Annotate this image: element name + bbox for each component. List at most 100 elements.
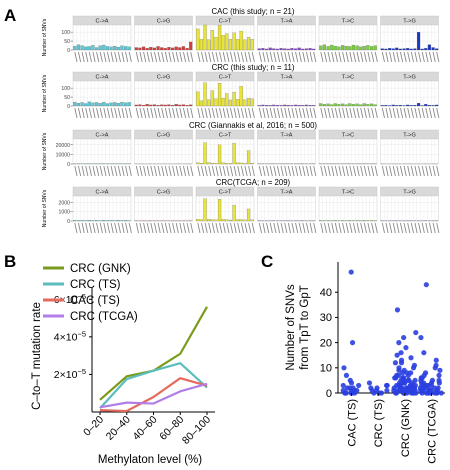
facet-strip-label-t-c: T->C bbox=[342, 75, 354, 81]
context-tick-label bbox=[334, 222, 338, 234]
bar-t-c bbox=[351, 44, 356, 51]
bar-c-t bbox=[232, 205, 236, 222]
context-tick-label bbox=[421, 222, 425, 234]
facet-4: CRC(TCGA; n = 209) Number of SNVs 0 1000 200… bbox=[42, 178, 440, 234]
bar-c-g bbox=[174, 104, 178, 107]
bar-t-c bbox=[319, 45, 323, 51]
context-tick-label bbox=[262, 107, 266, 119]
context-tick-label bbox=[175, 51, 179, 63]
facet-strip-label-c-g: C->G bbox=[157, 190, 171, 196]
context-tick-label bbox=[88, 107, 92, 119]
context-tick-label bbox=[392, 107, 396, 119]
bar-c-t bbox=[203, 142, 207, 165]
context-tick-label bbox=[146, 222, 150, 234]
context-tick-label bbox=[345, 222, 349, 234]
context-tick-label bbox=[117, 107, 121, 119]
bar-c-a bbox=[87, 46, 91, 51]
y-axis-title-line-1: Number of SNVs bbox=[285, 284, 297, 371]
context-tick-label bbox=[168, 51, 172, 63]
bar-c-a bbox=[98, 103, 102, 107]
context-tick-label bbox=[273, 222, 277, 234]
context-tick-label bbox=[103, 51, 107, 63]
point-crc-gnk bbox=[392, 375, 398, 381]
facet-3: CRC (Giannakis et al, 2016; n = 500) Numb… bbox=[42, 121, 440, 177]
bar-t-c bbox=[330, 104, 334, 107]
point-cac-ts bbox=[344, 385, 350, 391]
context-tick-label bbox=[240, 51, 244, 63]
context-tick-label bbox=[356, 165, 360, 177]
context-tick-label bbox=[258, 165, 262, 177]
context-tick-label bbox=[273, 107, 277, 119]
context-tick-label bbox=[313, 51, 317, 63]
context-tick-label bbox=[410, 51, 414, 63]
bar-c-g bbox=[142, 105, 146, 107]
context-tick-label bbox=[117, 51, 121, 63]
bar-c-t bbox=[196, 91, 200, 107]
y-tick-mantissa: 4×10 bbox=[54, 331, 78, 343]
context-tick-label bbox=[323, 222, 328, 234]
context-tick-label bbox=[381, 107, 385, 119]
context-tick-label bbox=[222, 222, 226, 234]
bar-t-c bbox=[322, 44, 327, 51]
bar-c-t bbox=[232, 91, 236, 107]
bar-t-c bbox=[370, 46, 374, 51]
point-crc-gnk bbox=[408, 355, 414, 361]
y-tick-label: 50 bbox=[64, 95, 70, 101]
facet-strip-label-t-a: T->A bbox=[281, 190, 293, 196]
context-tick-label bbox=[295, 51, 299, 63]
context-tick-label bbox=[313, 165, 317, 177]
bar-t-c bbox=[319, 103, 323, 107]
point-crc-gnk bbox=[392, 360, 399, 366]
context-tick-label bbox=[399, 107, 404, 119]
context-tick-label bbox=[114, 107, 118, 119]
bar-t-a bbox=[308, 48, 312, 51]
bar-t-a bbox=[312, 48, 316, 51]
context-tick-label bbox=[106, 107, 111, 119]
facet-strip-label-c-t: C->T bbox=[219, 75, 232, 81]
context-tick-label bbox=[200, 51, 205, 63]
bar-c-t bbox=[203, 24, 207, 51]
facet-strip-label-c-t: C->T bbox=[219, 190, 232, 196]
context-tick-label bbox=[200, 107, 205, 119]
bar-c-t bbox=[239, 162, 243, 165]
context-tick-label bbox=[407, 51, 411, 63]
context-tick-label bbox=[74, 222, 78, 234]
bar-t-a bbox=[265, 48, 269, 51]
context-tick-label bbox=[392, 165, 396, 177]
context-tick-label bbox=[150, 165, 154, 177]
point-crc-tcga bbox=[421, 350, 427, 356]
context-tick-label bbox=[432, 107, 436, 119]
context-tick-label bbox=[103, 222, 107, 234]
bar-t-a bbox=[297, 105, 301, 107]
facet-y-axis-label: Number of SNVs bbox=[42, 189, 48, 227]
legend-label-crc-tcga: CRC (TCGA) bbox=[70, 311, 138, 323]
context-tick-label bbox=[190, 222, 194, 234]
context-tick-label bbox=[215, 51, 219, 63]
context-tick-label bbox=[85, 51, 89, 63]
context-tick-label bbox=[106, 51, 111, 63]
context-tick-label bbox=[99, 51, 103, 63]
context-tick-label bbox=[266, 165, 270, 177]
facet-y-axis-label: Number of SNVs bbox=[42, 74, 48, 112]
context-tick-label bbox=[77, 107, 82, 119]
bar-c-a bbox=[80, 102, 84, 107]
bar-t-g bbox=[406, 104, 410, 107]
bar-c-a bbox=[94, 102, 99, 107]
bar-c-a bbox=[105, 46, 109, 51]
point-crc-gnk bbox=[410, 365, 417, 371]
bar-c-a bbox=[116, 103, 120, 107]
y-tick-label: 0 bbox=[326, 388, 332, 400]
bar-c-g bbox=[156, 46, 160, 51]
point-crc-ts bbox=[384, 382, 390, 389]
context-tick-label bbox=[233, 165, 237, 177]
bar-c-t bbox=[228, 163, 233, 165]
bar-c-g bbox=[152, 47, 157, 51]
bar-c-t bbox=[199, 163, 204, 165]
context-tick-label bbox=[389, 165, 393, 177]
context-tick-label bbox=[425, 107, 429, 119]
bar-t-a bbox=[294, 104, 298, 107]
y-axis-title: C–to–T mutation rate bbox=[31, 302, 43, 410]
context-tick-label bbox=[251, 51, 255, 63]
context-tick-label bbox=[161, 107, 165, 119]
context-tick-label bbox=[428, 107, 433, 119]
